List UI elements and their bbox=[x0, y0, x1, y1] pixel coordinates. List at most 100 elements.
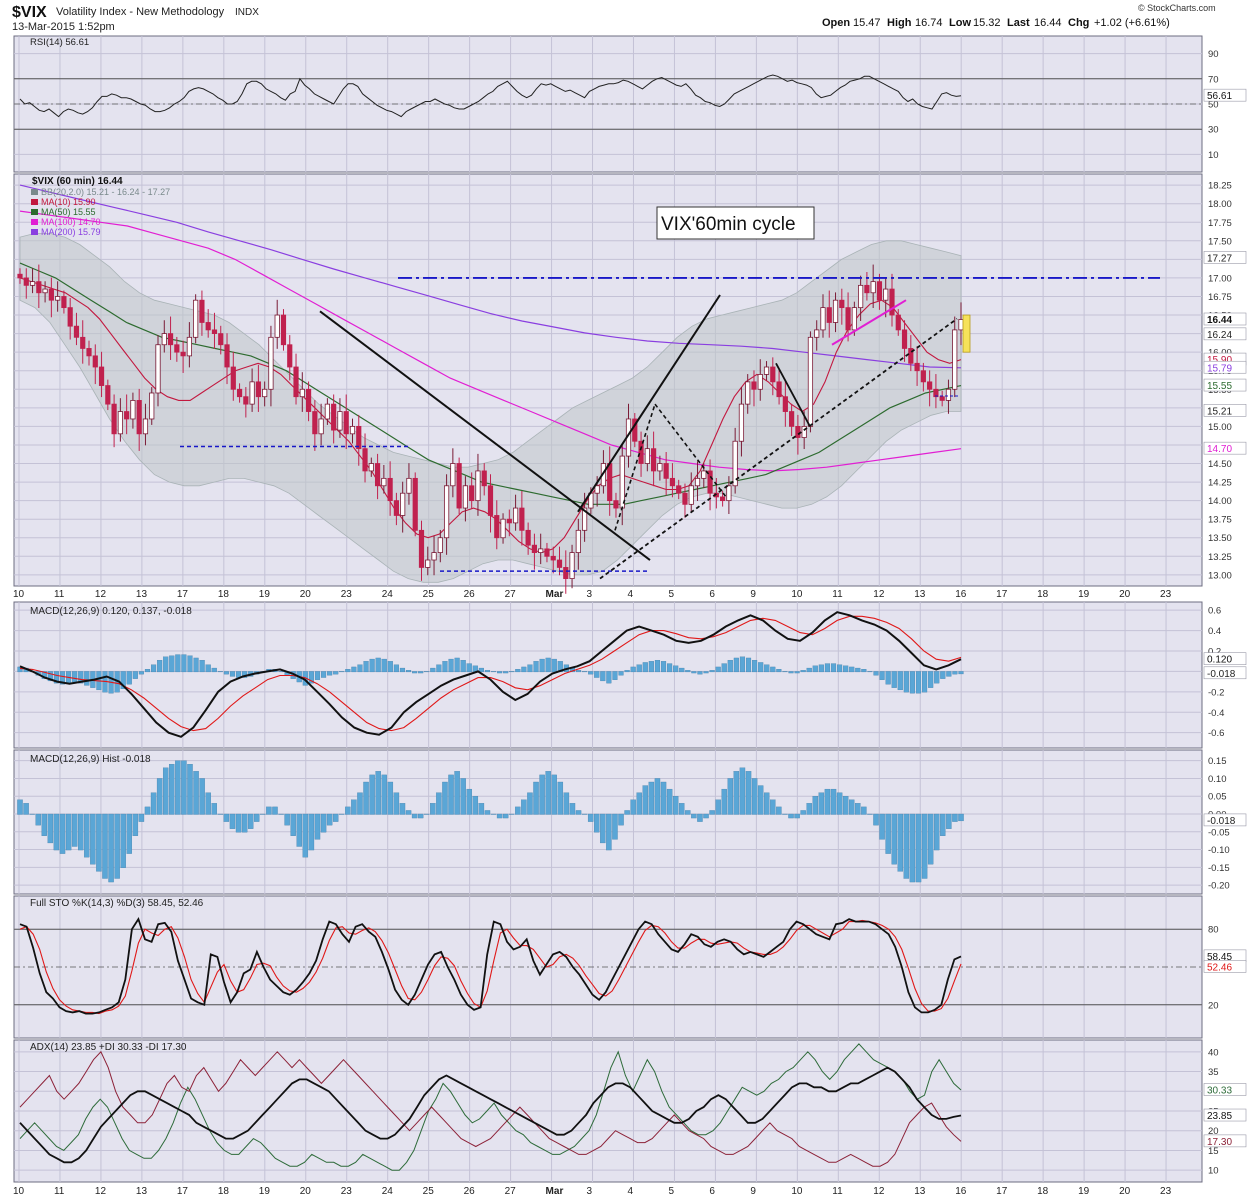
candle-down bbox=[111, 403, 117, 435]
candle-up bbox=[851, 307, 857, 331]
value-badge-label: 14.70 bbox=[1207, 444, 1232, 455]
macd-histogram-bar bbox=[448, 658, 454, 673]
macd-hist-tick-label: 0.10 bbox=[1208, 774, 1227, 785]
histogram-bar bbox=[247, 813, 254, 829]
candle-down bbox=[607, 463, 613, 502]
histogram-bar bbox=[921, 813, 928, 879]
macd-histogram-bar bbox=[812, 665, 818, 673]
candle-up bbox=[400, 492, 406, 516]
rsi-tick-label: 30 bbox=[1208, 125, 1219, 136]
macd-histogram-bar bbox=[497, 671, 503, 674]
date-tick-label: 25 bbox=[423, 1186, 435, 1197]
date-tick-label: 12 bbox=[873, 589, 885, 600]
candle-up bbox=[437, 537, 443, 553]
candle-down bbox=[80, 336, 86, 349]
macd-histogram-bar bbox=[770, 666, 776, 673]
macd-tick-label: 0.2 bbox=[1208, 647, 1221, 658]
histogram-bar bbox=[721, 788, 727, 815]
candle-down bbox=[550, 555, 556, 561]
macd-histogram-bar bbox=[673, 665, 679, 673]
downtrend-line bbox=[319, 310, 651, 561]
macd-histogram-bar bbox=[47, 671, 53, 682]
histogram-bar bbox=[351, 799, 357, 815]
macd-histogram-bar bbox=[381, 658, 387, 673]
candle-up bbox=[512, 507, 519, 524]
open-value: 15.47 bbox=[853, 17, 881, 29]
candle-down bbox=[920, 370, 926, 383]
macd-histogram-bar bbox=[59, 671, 66, 685]
histogram-bar bbox=[903, 813, 910, 879]
price-tick-label: 17.75 bbox=[1208, 218, 1232, 229]
macd-hist-tick-label: -0.10 bbox=[1208, 845, 1230, 856]
macd-histogram-bar bbox=[879, 671, 885, 680]
macd-histogram-bar bbox=[333, 671, 339, 675]
ohlc-stats: Open 15.47 High 16.74 Low 15.32 Last 16.… bbox=[822, 17, 1170, 29]
macd-histogram-bar bbox=[855, 667, 861, 673]
histogram-bar bbox=[454, 771, 460, 815]
macd-histogram-bar bbox=[442, 661, 448, 673]
macd-histogram-bar bbox=[169, 655, 175, 673]
macd-histogram-bar bbox=[709, 670, 715, 673]
macd-histogram-bar bbox=[539, 658, 545, 673]
histogram-bar bbox=[417, 813, 424, 819]
value-badge bbox=[1203, 652, 1247, 665]
rsi-tick-label: 10 bbox=[1208, 150, 1219, 161]
candle-up bbox=[582, 507, 588, 531]
macd-histogram-bar bbox=[612, 671, 618, 680]
histogram-bar bbox=[114, 813, 120, 879]
histogram-bar bbox=[569, 803, 576, 815]
macd-histogram-bar bbox=[575, 670, 582, 673]
price-legend-item: MA(200) 15.79 bbox=[41, 227, 101, 237]
histogram-bar bbox=[399, 803, 406, 815]
value-badge-label: 17.27 bbox=[1207, 253, 1232, 264]
candle-down bbox=[36, 281, 42, 294]
histogram-bar bbox=[672, 796, 679, 815]
histogram-bar bbox=[96, 813, 102, 872]
histogram-bar bbox=[557, 781, 564, 815]
macd-histogram-bar bbox=[776, 669, 782, 673]
candle-down bbox=[67, 307, 73, 327]
date-tick-label: 13 bbox=[914, 1186, 926, 1197]
candle-down bbox=[255, 381, 261, 398]
adx-legend: ADX(14) 23.85 +DI 30.33 -DI 17.30 bbox=[30, 1042, 187, 1053]
candle-down bbox=[613, 500, 619, 509]
value-badge bbox=[1203, 960, 1247, 973]
candle-up bbox=[538, 548, 544, 553]
candle-down bbox=[939, 396, 945, 401]
histogram-bar bbox=[654, 778, 661, 815]
macd-histogram-bar bbox=[818, 664, 824, 673]
candle-up bbox=[738, 403, 745, 442]
candle-up bbox=[142, 418, 149, 435]
macd-histogram-bar bbox=[764, 664, 770, 673]
macd-histogram-bar bbox=[824, 663, 831, 673]
value-badge bbox=[1203, 360, 1247, 374]
candle-up bbox=[42, 288, 48, 294]
macd-hist-tick-label: -0.15 bbox=[1208, 863, 1230, 874]
histogram-bar bbox=[934, 813, 940, 851]
rsi-tick-label: 50 bbox=[1208, 100, 1219, 111]
candle-up bbox=[763, 366, 770, 375]
histogram-bar bbox=[782, 813, 788, 815]
candle-down bbox=[124, 411, 130, 420]
macd-histogram-bar bbox=[630, 666, 636, 673]
candle-down bbox=[280, 314, 287, 346]
macd-histogram-bar bbox=[460, 660, 466, 673]
macd-line bbox=[19, 611, 962, 738]
candle-up bbox=[500, 518, 506, 539]
value-badge bbox=[1203, 666, 1247, 680]
price-legend-title: $VIX (60 min) 16.44 bbox=[32, 176, 123, 187]
candle-up bbox=[732, 440, 738, 487]
date-tick-label: 19 bbox=[1078, 1186, 1090, 1197]
date-tick-label: 10 bbox=[13, 589, 25, 600]
candle-down bbox=[305, 388, 312, 412]
macd-histogram-bar bbox=[667, 663, 673, 673]
histogram-bar bbox=[77, 813, 84, 851]
date-tick-label: 6 bbox=[709, 589, 715, 600]
candle-down bbox=[287, 344, 293, 368]
macd-histogram-bar bbox=[685, 670, 691, 673]
candle-down bbox=[73, 325, 80, 338]
histogram-bar bbox=[490, 813, 497, 815]
candle-up bbox=[149, 392, 155, 420]
sto-k-line bbox=[19, 917, 962, 1015]
histogram-bar bbox=[685, 810, 691, 815]
